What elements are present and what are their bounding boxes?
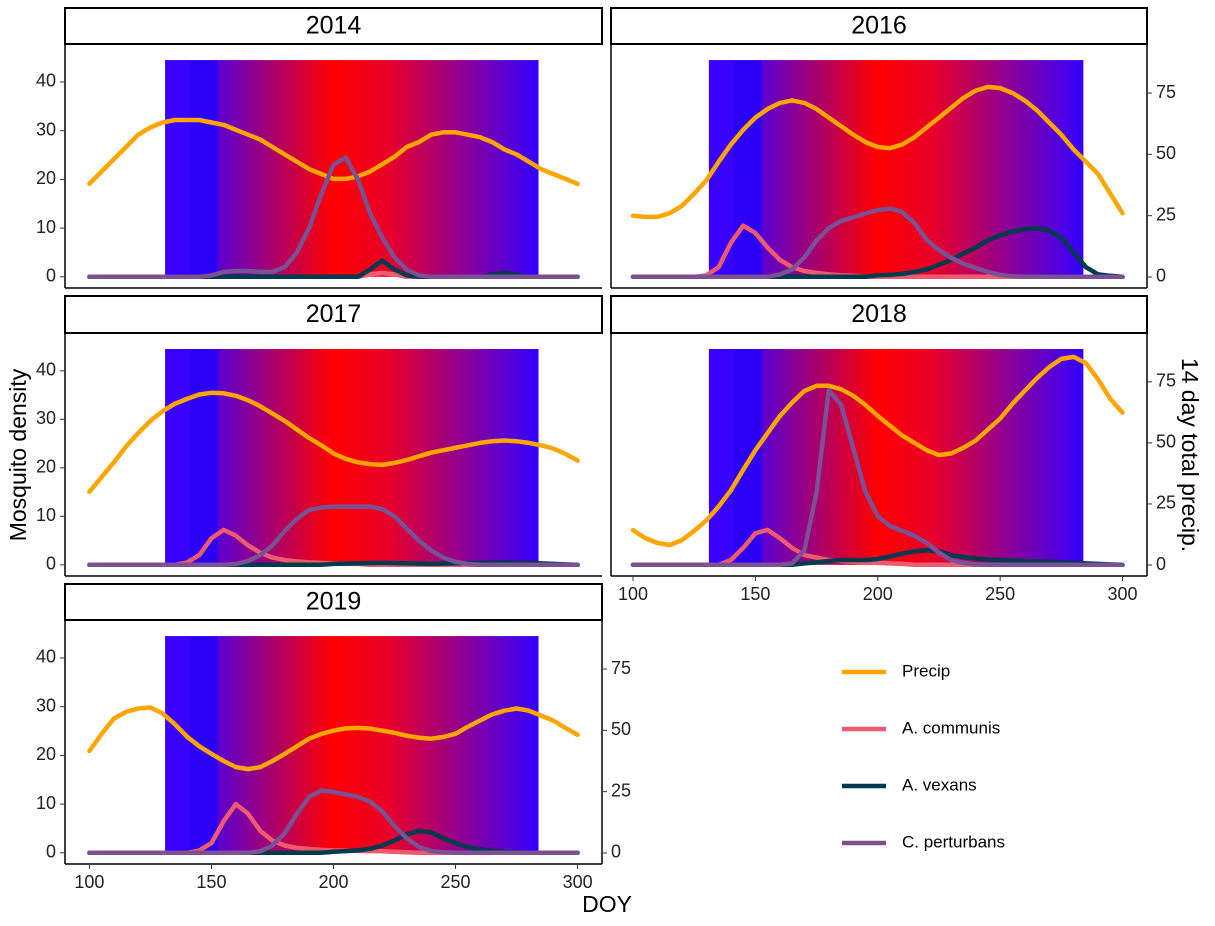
y2-tick-label: 50 — [1156, 432, 1176, 452]
y-tick-label: 30 — [36, 119, 56, 139]
legend-label: C. perturbans — [902, 832, 1005, 851]
x-tick-label: 150 — [196, 872, 226, 892]
y-tick-label: 10 — [36, 217, 56, 237]
y2-tick-label: 50 — [611, 719, 631, 739]
y-tick-label: 20 — [36, 168, 56, 188]
y2-tick-label: 0 — [1156, 554, 1166, 574]
y-tick-label: 10 — [36, 793, 56, 813]
x-axis-title: DOY — [582, 891, 632, 917]
y2-tick-label: 75 — [611, 658, 631, 678]
season-shade — [165, 349, 539, 565]
facet-title: 2014 — [306, 12, 362, 40]
facet-title: 2017 — [306, 300, 362, 328]
y-tick-label: 0 — [46, 554, 56, 574]
facet-title: 2016 — [851, 12, 907, 40]
y2-tick-label: 75 — [1156, 82, 1176, 102]
y-tick-label: 0 — [46, 842, 56, 862]
y2-tick-label: 25 — [611, 780, 631, 800]
legend-label: A. vexans — [902, 775, 977, 794]
series-line — [87, 705, 580, 772]
facet-strip — [64, 295, 603, 334]
y-axis-title: Mosquito density — [5, 368, 31, 541]
y2-tick-label: 75 — [1156, 371, 1176, 391]
y-tick-label: 20 — [36, 744, 56, 764]
y-tick-label: 40 — [36, 360, 56, 380]
y2-tick-label: 0 — [611, 842, 621, 862]
series-line — [87, 117, 580, 187]
series-line — [630, 84, 1125, 220]
x-tick-label: 200 — [318, 872, 348, 892]
y2-tick-label: 0 — [1156, 266, 1166, 286]
y2-tick-label: 25 — [1156, 493, 1176, 513]
y-tick-label: 40 — [36, 71, 56, 91]
series-line — [87, 155, 580, 280]
series-line — [87, 504, 580, 568]
series-line — [87, 390, 580, 494]
y-tick-label: 30 — [36, 408, 56, 428]
y-tick-label: 40 — [36, 647, 56, 667]
series-line — [630, 354, 1125, 548]
series-line — [87, 788, 580, 856]
y-tick-label: 10 — [36, 505, 56, 525]
series-line — [630, 206, 1125, 280]
y2-tick-label: 50 — [1156, 143, 1176, 163]
y-tick-label: 20 — [36, 457, 56, 477]
x-tick-label: 100 — [618, 584, 648, 604]
x-tick-label: 300 — [1108, 584, 1138, 604]
x-tick-label: 100 — [74, 872, 104, 892]
x-tick-label: 250 — [985, 584, 1015, 604]
facet-strip — [64, 583, 603, 621]
x-tick-label: 200 — [863, 584, 893, 604]
y2-axis-title: 14 day total precip. — [1177, 358, 1203, 552]
legend-label: A. communis — [902, 718, 1000, 737]
facet-strip — [610, 7, 1148, 45]
y2-tick-label: 25 — [1156, 204, 1176, 224]
facet-title: 2019 — [306, 588, 362, 616]
season-shade — [165, 636, 539, 853]
legend-label: Precip — [902, 661, 950, 680]
x-tick-label: 150 — [740, 584, 770, 604]
y-tick-label: 0 — [46, 266, 56, 286]
series-line — [630, 387, 1125, 568]
facet-title: 2018 — [851, 300, 907, 328]
facet-strip — [610, 295, 1148, 334]
x-tick-label: 300 — [563, 872, 593, 892]
y-tick-label: 30 — [36, 695, 56, 715]
x-tick-label: 250 — [441, 872, 471, 892]
facet-strip — [64, 7, 603, 45]
